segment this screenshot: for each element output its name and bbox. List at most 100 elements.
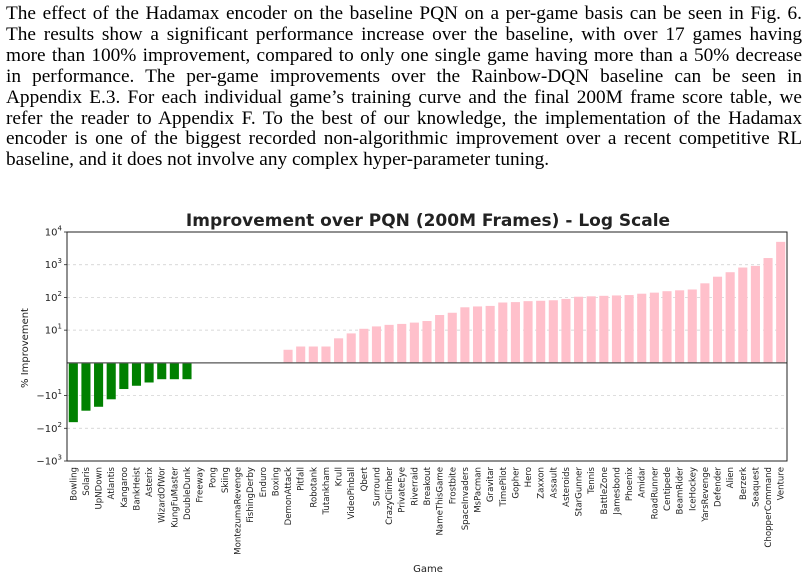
bar-assault xyxy=(548,300,558,363)
x-tick-label: Hero xyxy=(524,467,534,487)
x-tick-label: NameThisGame xyxy=(436,467,446,536)
y-tick-label: 103 xyxy=(45,257,62,271)
bar-bowling xyxy=(68,362,78,423)
x-tick-label: Pitfall xyxy=(297,467,307,491)
x-tick-label: BankHeist xyxy=(133,466,143,510)
bar-asteroids xyxy=(561,298,571,363)
x-tick-label: Phoenix xyxy=(625,467,635,501)
x-tick-label: Bowling xyxy=(69,467,79,501)
y-tick-label: 101 xyxy=(45,323,62,337)
bar-spaceinvaders xyxy=(460,307,470,363)
x-tick-label: Venture xyxy=(777,467,787,500)
y-axis-label: % Improvement xyxy=(20,308,31,388)
bar-zaxxon xyxy=(536,300,546,363)
bar-tutankham xyxy=(321,346,331,363)
x-tick-label: YarsRevenge xyxy=(701,467,711,523)
paragraph-line: more than 100% improvement, compared to … xyxy=(6,44,802,66)
bar-crazyclimber xyxy=(384,324,394,363)
bar-namethisgame xyxy=(435,315,445,363)
x-tick-label: Breakout xyxy=(423,466,433,505)
x-tick-label: Zaxxon xyxy=(537,467,547,499)
bar-stargunner xyxy=(574,296,584,363)
x-tick-label: Riverraid xyxy=(410,467,420,506)
paragraph-line: in performance. The per-game improvement… xyxy=(6,65,802,87)
paragraph-line: The results show a significant performan… xyxy=(6,23,802,45)
bar-jamesbond xyxy=(611,295,622,363)
x-tick-label: VideoPinball xyxy=(347,467,357,519)
x-tick-label: Tennis xyxy=(587,466,597,494)
x-tick-label: TimePilot xyxy=(499,466,509,507)
bar-choppercommand xyxy=(763,258,773,363)
bar-icehockey xyxy=(687,289,697,363)
x-tick-label: StarGunner xyxy=(575,467,585,517)
x-tick-label: BeamRider xyxy=(676,467,686,515)
x-tick-label: Tutankham xyxy=(322,467,332,516)
x-tick-label: Krull xyxy=(335,467,345,486)
bar-upndown xyxy=(94,362,104,407)
x-tick-label: CrazyClimber xyxy=(385,467,395,525)
bar-surround xyxy=(371,326,382,363)
x-tick-label: Asterix xyxy=(145,467,155,497)
x-tick-label: Qbert xyxy=(360,466,370,491)
y-tick-label: 104 xyxy=(45,225,63,239)
paragraph-line: baseline, and it does not involve any co… xyxy=(6,149,550,171)
x-tick-label: MontezumaRevenge xyxy=(234,467,244,555)
x-tick-label: SpaceInvaders xyxy=(461,466,471,530)
bar-asterix xyxy=(144,362,154,383)
x-tick-label: KungFuMaster xyxy=(170,467,180,528)
x-tick-label: Assault xyxy=(549,466,559,498)
paragraph-line: Appendix E.3. For each individual game’s… xyxy=(6,86,802,108)
bar-bankheist xyxy=(131,362,142,386)
bar-robotank xyxy=(308,346,318,363)
paragraph-line: encoder is one of the biggest recorded n… xyxy=(6,128,802,150)
bar-venture xyxy=(776,241,786,363)
bar-qbert xyxy=(359,328,369,363)
bar-atlantis xyxy=(106,362,116,400)
bar-tennis xyxy=(586,296,596,363)
x-tick-label: Gopher xyxy=(511,467,521,499)
bar-defender xyxy=(712,276,723,363)
bar-doubledunk xyxy=(182,362,192,380)
y-tick-labels: 104 103 102 101 −101 −102 −103 xyxy=(36,225,67,468)
bar-timepilot xyxy=(498,302,508,363)
bar-beamrider xyxy=(675,290,685,363)
bar-phoenix xyxy=(624,295,634,363)
bar-krull xyxy=(334,338,344,363)
x-tick-label: Alien xyxy=(726,467,736,488)
y-tick-label: −102 xyxy=(36,421,62,435)
bar-kangaroo xyxy=(119,362,129,390)
bar-videopinball xyxy=(346,333,356,363)
x-tick-label: RoadRunner xyxy=(650,467,660,520)
x-tick-label: Amidar xyxy=(638,467,648,498)
x-tick-label: Pong xyxy=(208,467,218,488)
bar-hero xyxy=(523,301,533,363)
bar-roadrunner xyxy=(649,292,659,363)
improvement-bar-chart: Improvement over PQN (200M Frames) - Log… xyxy=(20,211,788,575)
x-tick-label: Berzerk xyxy=(739,467,749,500)
x-tick-label: Gravitar xyxy=(486,467,496,503)
bar-battlezone xyxy=(599,295,609,363)
bar-seaquest xyxy=(750,265,760,363)
bar-kungfumaster xyxy=(169,362,179,380)
x-tick-label: Freeway xyxy=(196,467,206,503)
x-tick-label: BattleZone xyxy=(600,467,610,514)
x-tick-label: MsPacman xyxy=(474,467,484,513)
y-tick-label: −101 xyxy=(36,388,62,402)
bar-wizardofwor xyxy=(157,362,167,380)
x-tick-label: UpNDown xyxy=(95,467,105,510)
x-tick-label: Surround xyxy=(373,467,383,506)
x-tick-label: DemonAttack xyxy=(284,467,294,525)
bar-amidar xyxy=(637,293,647,363)
bars xyxy=(68,241,786,423)
x-axis-label: Game xyxy=(413,564,443,575)
body-paragraph: The effect of the Hadamax encoder on the… xyxy=(6,3,802,171)
bar-solaris xyxy=(81,362,91,411)
x-tick-labels: Bowling Solaris UpNDown Atlantis Kangaroo Ban… xyxy=(69,466,786,554)
x-tick-label: Kangaroo xyxy=(120,467,130,508)
bar-privateeye xyxy=(397,323,407,363)
bar-gopher xyxy=(510,302,520,363)
x-tick-label: Solaris xyxy=(82,466,92,495)
x-tick-label: Centipede xyxy=(663,467,673,511)
x-tick-label: Enduro xyxy=(259,467,269,497)
bar-riverraid xyxy=(409,322,419,363)
